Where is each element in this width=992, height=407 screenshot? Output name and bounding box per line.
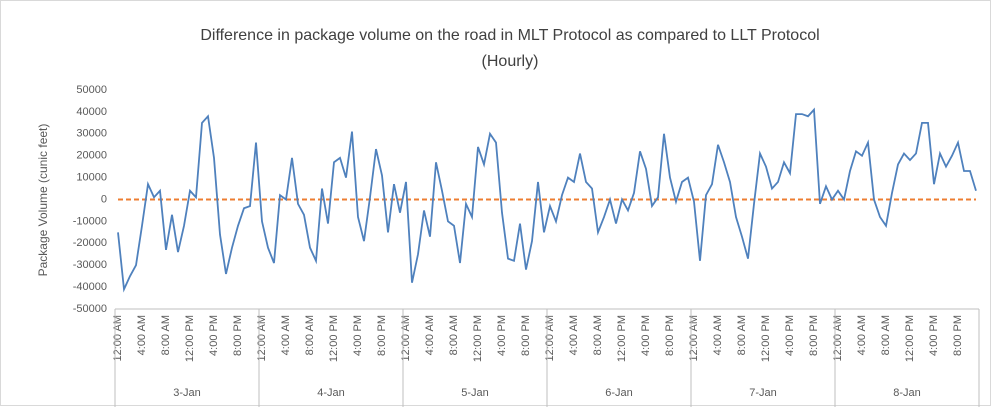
x-tick-label: 12:00 AM	[544, 315, 556, 361]
x-tick-label: 12:00 AM	[400, 315, 412, 361]
x-tick-label: 4:00 PM	[352, 315, 364, 356]
x-tick-label: 12:00 AM	[112, 315, 124, 361]
x-tick-label: 8:00 PM	[808, 315, 820, 356]
x-tick-label: 4:00 AM	[712, 315, 724, 355]
x-tick-label: 12:00 PM	[904, 315, 916, 362]
x-tick-label: 8:00 PM	[232, 315, 244, 356]
x-tick-label: 8:00 AM	[736, 315, 748, 355]
x-tick-label: 12:00 PM	[184, 315, 196, 362]
x-tick-label: 4:00 PM	[640, 315, 652, 356]
x-tick-label: 4:00 AM	[280, 315, 292, 355]
y-tick-label: 30000	[76, 128, 107, 140]
x-tick-label: 12:00 PM	[616, 315, 628, 362]
x-tick-label: 4:00 PM	[784, 315, 796, 356]
chart-title: (Hourly)	[482, 53, 539, 70]
x-tick-label: 12:00 PM	[760, 315, 772, 362]
y-tick-label: 40000	[76, 106, 107, 118]
y-tick-label: -30000	[73, 259, 107, 271]
x-tick-label: 4:00 AM	[856, 315, 868, 355]
x-tick-label: 8:00 PM	[952, 315, 964, 356]
y-tick-label: -10000	[73, 215, 107, 227]
y-axis-label: Package Volume (cunic feet)	[36, 124, 50, 277]
x-tick-label: 8:00 PM	[664, 315, 676, 356]
y-tick-label: 0	[101, 193, 107, 205]
x-tick-label: 4:00 PM	[496, 315, 508, 356]
x-tick-label: 4:00 AM	[568, 315, 580, 355]
y-tick-label: 10000	[76, 172, 107, 184]
x-group-label: 3-Jan	[173, 387, 201, 399]
x-group-label: 4-Jan	[317, 387, 345, 399]
x-tick-label: 8:00 AM	[160, 315, 172, 355]
x-group-label: 5-Jan	[461, 387, 489, 399]
y-tick-label: -20000	[73, 237, 107, 249]
chart-title: Difference in package volume on the road…	[200, 27, 819, 44]
x-tick-label: 4:00 AM	[424, 315, 436, 355]
x-tick-label: 4:00 PM	[928, 315, 940, 356]
x-tick-label: 8:00 AM	[304, 315, 316, 355]
x-tick-label: 8:00 PM	[520, 315, 532, 356]
x-tick-label: 8:00 AM	[592, 315, 604, 355]
y-tick-label: -50000	[73, 303, 107, 315]
x-tick-label: 12:00 PM	[328, 315, 340, 362]
x-tick-label: 12:00 AM	[832, 315, 844, 361]
x-group-label: 7-Jan	[749, 387, 777, 399]
x-group-label: 6-Jan	[605, 387, 633, 399]
x-tick-label: 12:00 PM	[472, 315, 484, 362]
x-tick-label: 8:00 AM	[880, 315, 892, 355]
y-tick-label: 50000	[76, 84, 107, 96]
x-tick-label: 12:00 AM	[688, 315, 700, 361]
x-tick-label: 4:00 PM	[208, 315, 220, 356]
x-tick-label: 8:00 AM	[448, 315, 460, 355]
series-line	[117, 107, 977, 293]
x-tick-label: 12:00 AM	[256, 315, 268, 361]
x-tick-label: 4:00 AM	[136, 315, 148, 355]
y-tick-label: 20000	[76, 150, 107, 162]
x-tick-label: 8:00 PM	[376, 315, 388, 356]
x-group-label: 8-Jan	[893, 387, 921, 399]
y-tick-label: -40000	[73, 281, 107, 293]
